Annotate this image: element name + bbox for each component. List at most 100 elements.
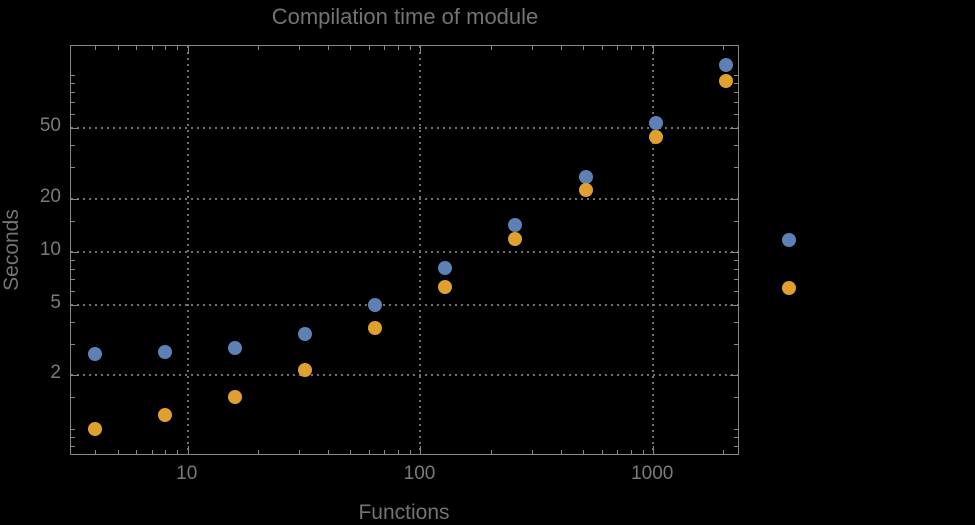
y-minor-tick — [71, 268, 75, 270]
y-minor-tick — [734, 344, 738, 346]
x-minor-tick — [298, 450, 300, 454]
legend-marker-series2 — [782, 281, 796, 295]
x-minor-tick — [117, 450, 119, 454]
x-axis-label: Functions — [358, 501, 450, 524]
x-minor-tick — [601, 450, 603, 454]
x-minor-tick — [298, 46, 300, 50]
y-minor-tick — [71, 436, 75, 438]
y-minor-tick — [71, 322, 75, 324]
chart-title: Compilation time of module — [271, 4, 539, 29]
x-minor-tick — [136, 46, 138, 50]
data-point-series2-x4 — [88, 421, 103, 436]
x-minor-tick — [490, 46, 492, 50]
y-tick-label-10: 10 — [39, 238, 61, 260]
data-point-series2-x64 — [368, 321, 383, 336]
y-minor-tick — [71, 428, 75, 430]
x-tick-label-10: 10 — [176, 463, 198, 484]
gridline-y-50 — [71, 127, 738, 130]
y-major-tick — [71, 375, 79, 377]
x-minor-tick — [409, 450, 411, 454]
y-minor-tick — [734, 102, 738, 104]
y-minor-tick — [71, 445, 75, 447]
data-point-series1-x2048 — [718, 57, 733, 72]
x-minor-tick — [583, 46, 585, 50]
x-major-tick — [653, 446, 655, 454]
y-minor-tick — [734, 268, 738, 270]
x-minor-tick — [165, 46, 167, 50]
y-minor-tick — [734, 397, 738, 399]
y-tick-label-5: 5 — [50, 292, 61, 314]
x-minor-tick — [177, 450, 179, 454]
x-minor-tick — [95, 46, 97, 50]
x-minor-tick — [617, 46, 619, 50]
gridline-y-10 — [71, 250, 738, 253]
y-minor-tick — [734, 92, 738, 94]
gridline-x-1000 — [652, 46, 655, 454]
data-point-series2-x1024 — [648, 130, 663, 145]
x-minor-tick — [327, 450, 329, 454]
x-minor-tick — [397, 450, 399, 454]
x-tick-label-100: 100 — [403, 463, 436, 484]
y-minor-tick — [734, 83, 738, 85]
y-major-tick — [71, 251, 79, 253]
y-minor-tick — [71, 220, 75, 222]
y-minor-tick — [71, 291, 75, 293]
data-point-series1-x16 — [228, 341, 243, 356]
y-minor-tick — [734, 322, 738, 324]
data-point-series2-x512 — [578, 182, 593, 197]
y-minor-tick — [71, 279, 75, 281]
y-minor-tick — [734, 279, 738, 281]
data-point-series2-x2048 — [718, 74, 733, 89]
y-tick-label-50: 50 — [39, 115, 61, 137]
y-minor-tick — [71, 114, 75, 116]
x-major-tick — [420, 46, 422, 54]
y-minor-tick — [734, 220, 738, 222]
x-minor-tick — [560, 450, 562, 454]
x-minor-tick — [350, 450, 352, 454]
y-major-tick — [730, 198, 738, 200]
x-minor-tick — [368, 450, 370, 454]
x-minor-tick — [397, 46, 399, 50]
x-minor-tick — [350, 46, 352, 50]
y-tick-label-20: 20 — [39, 185, 61, 207]
x-minor-tick — [409, 46, 411, 50]
x-minor-tick — [368, 46, 370, 50]
y-major-tick — [730, 305, 738, 307]
y-tick-label-2: 2 — [50, 362, 61, 384]
y-minor-tick — [71, 397, 75, 399]
x-minor-tick — [723, 46, 725, 50]
data-point-series2-x32 — [298, 362, 313, 377]
x-minor-tick — [177, 46, 179, 50]
y-major-tick — [71, 128, 79, 130]
y-minor-tick — [734, 259, 738, 261]
y-major-tick — [730, 375, 738, 377]
y-minor-tick — [71, 259, 75, 261]
data-point-series1-x1024 — [648, 116, 663, 131]
y-minor-tick — [734, 291, 738, 293]
data-point-series1-x64 — [368, 298, 383, 313]
y-minor-tick — [71, 75, 75, 77]
gridline-y-2 — [71, 374, 738, 377]
x-minor-tick — [531, 46, 533, 50]
x-major-tick — [187, 46, 189, 54]
x-minor-tick — [630, 450, 632, 454]
legend-marker-series1 — [782, 233, 796, 247]
x-minor-tick — [723, 450, 725, 454]
data-point-series1-x512 — [578, 170, 593, 184]
x-minor-tick — [257, 46, 259, 50]
y-minor-tick — [734, 445, 738, 447]
x-minor-tick — [136, 450, 138, 454]
x-minor-tick — [490, 450, 492, 454]
x-minor-tick — [327, 46, 329, 50]
x-minor-tick — [384, 46, 386, 50]
data-point-series2-x256 — [508, 232, 523, 247]
y-minor-tick — [734, 428, 738, 430]
data-point-series2-x16 — [228, 390, 243, 405]
data-point-series1-x256 — [508, 217, 523, 232]
x-minor-tick — [151, 450, 153, 454]
x-minor-tick — [583, 450, 585, 454]
y-minor-tick — [734, 145, 738, 147]
data-point-series2-x8 — [158, 407, 173, 422]
x-minor-tick — [151, 46, 153, 50]
x-minor-tick — [531, 450, 533, 454]
